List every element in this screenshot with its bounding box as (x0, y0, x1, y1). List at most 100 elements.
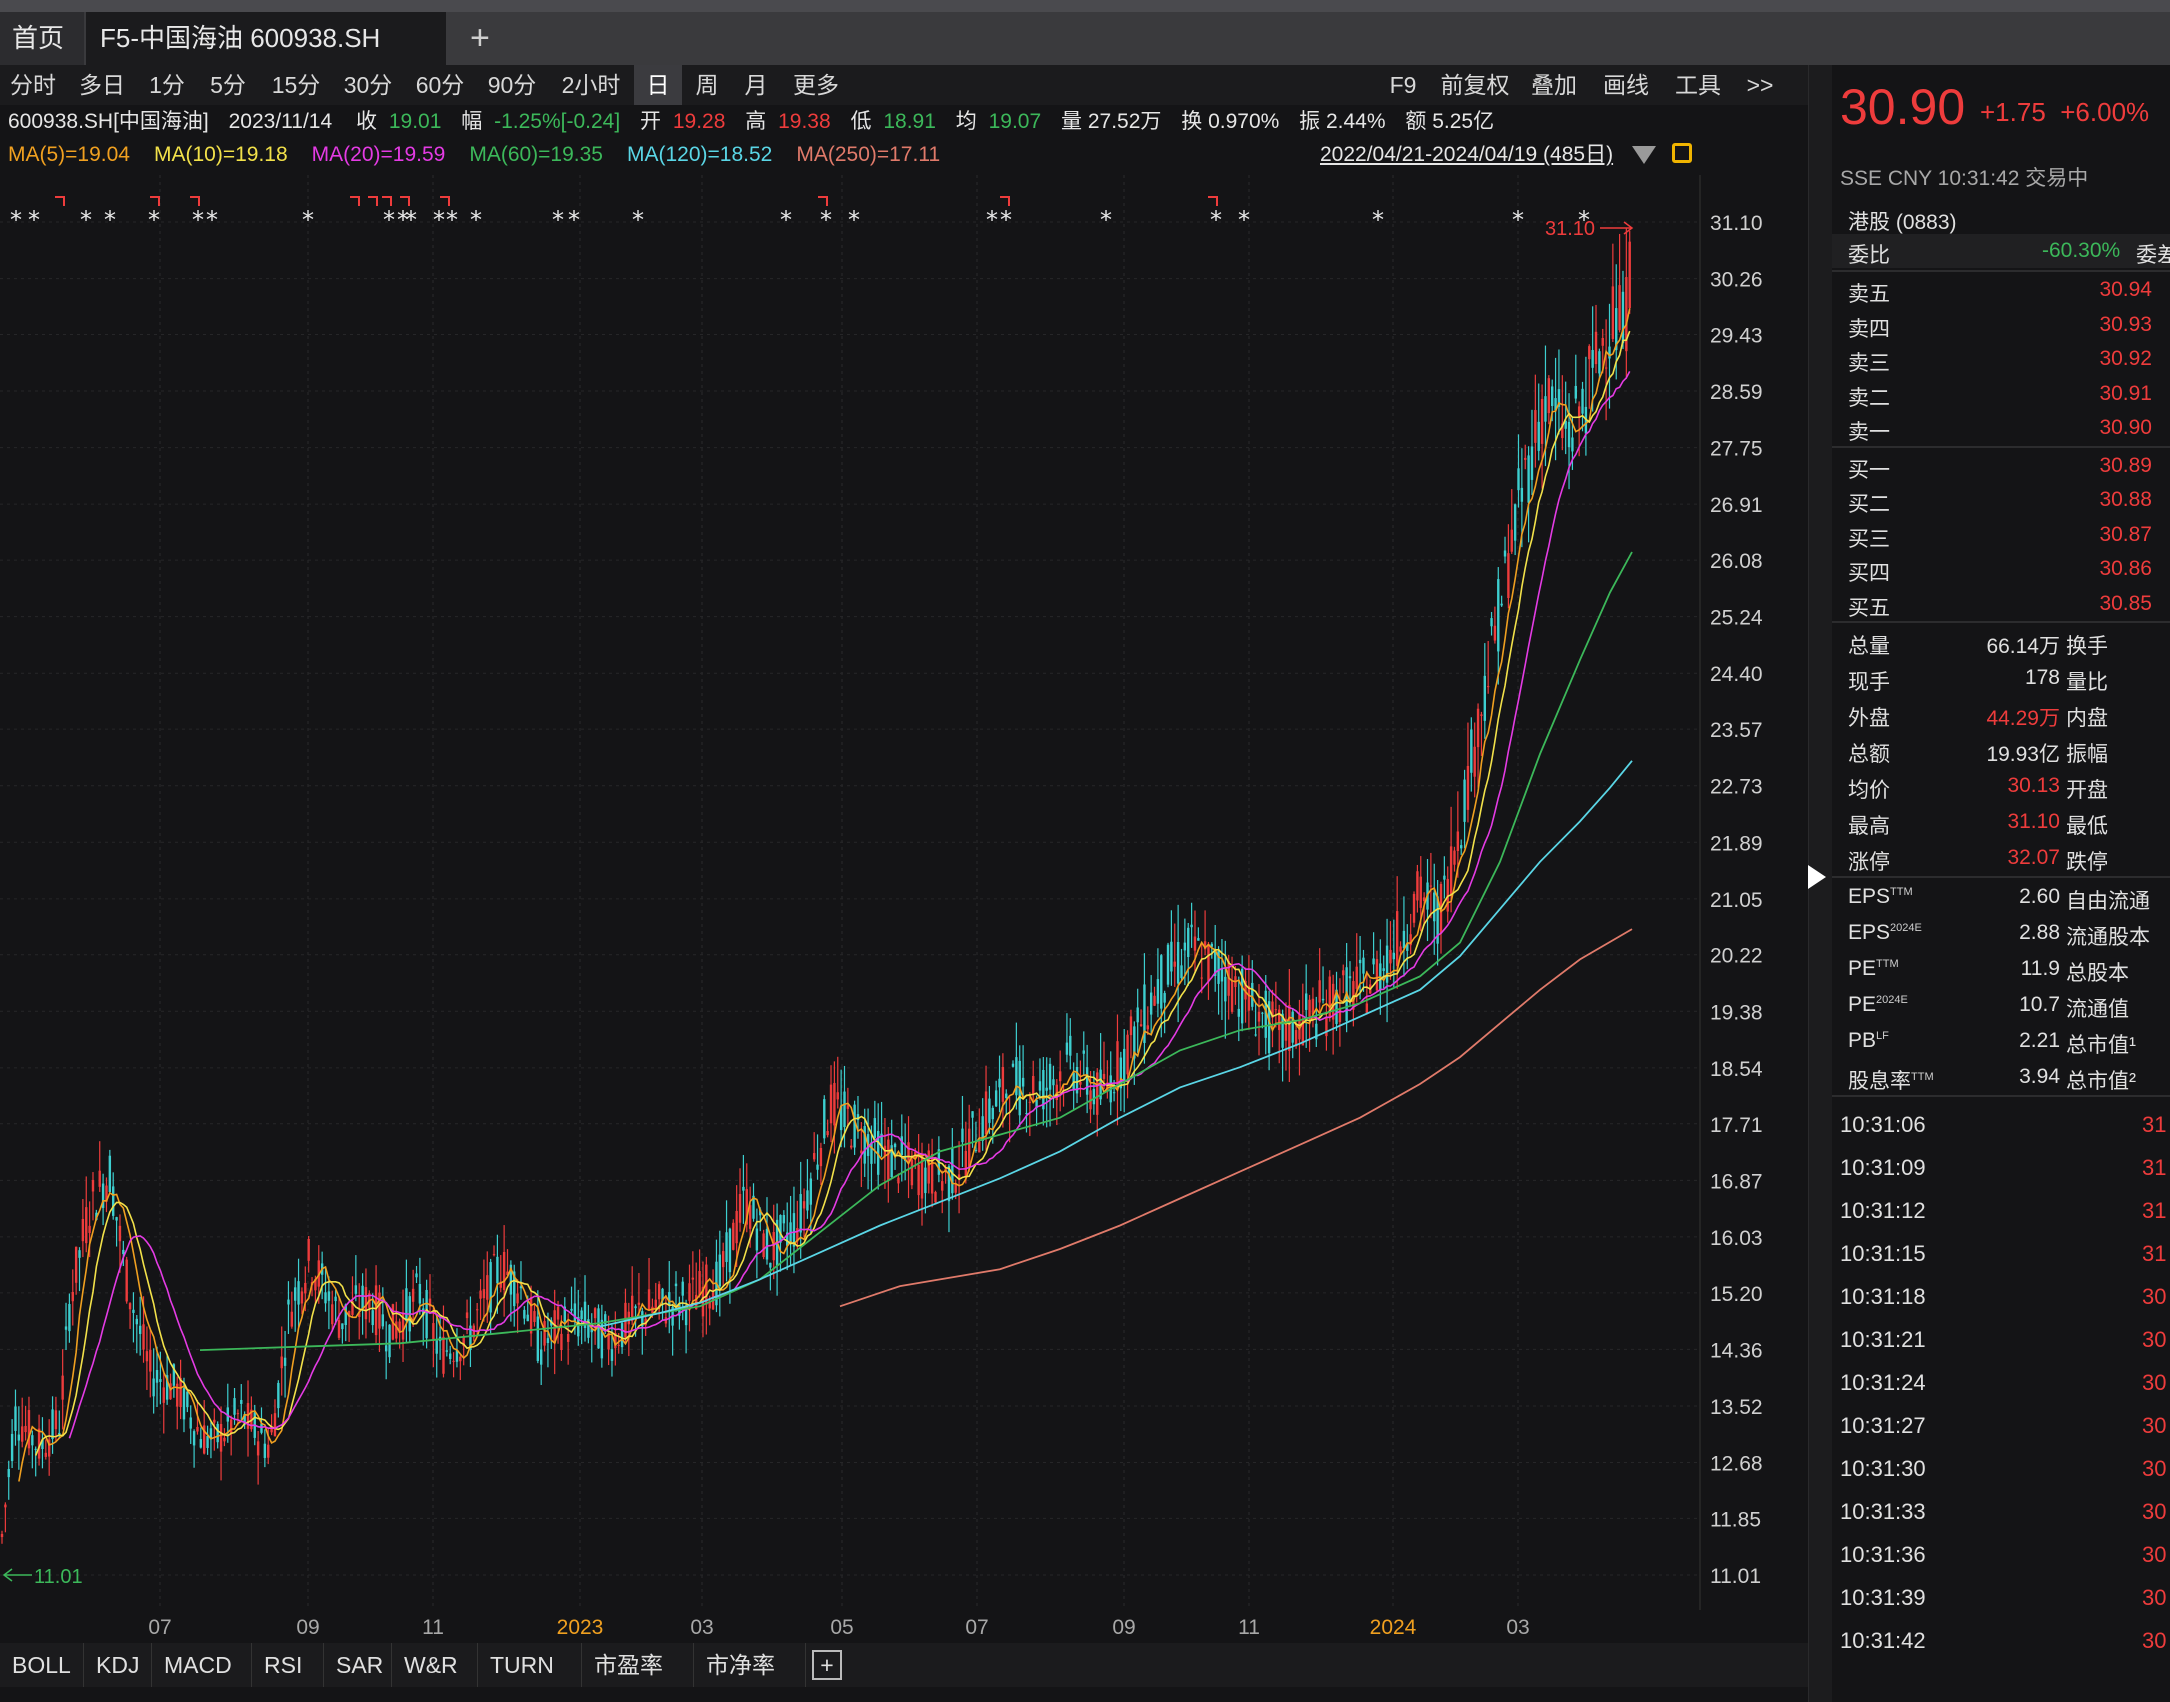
indicator-tab-8[interactable]: 市净率 (694, 1643, 806, 1687)
candle-body (115, 1217, 118, 1221)
candle-body (418, 1284, 422, 1304)
indicator-tab-6[interactable]: TURN (478, 1643, 582, 1687)
period-button-6[interactable]: 60分 (415, 72, 465, 98)
tool-button-5[interactable]: >> (1746, 72, 1774, 98)
candle-body (802, 1201, 806, 1209)
tick-time: 10:31:12 (1840, 1198, 1926, 1223)
period-button-4[interactable]: 15分 (271, 72, 321, 98)
ask-row-label: 卖五 (1848, 283, 1890, 307)
period-button-8[interactable]: 2小时 (561, 72, 621, 98)
candle-body (1052, 1079, 1055, 1086)
high-value: 19.38 (778, 110, 831, 133)
lock-icon[interactable] (1672, 143, 1692, 163)
candle-body (1486, 686, 1490, 688)
candle-body (1025, 1113, 1028, 1115)
period-button-1[interactable]: 多日 (79, 72, 125, 98)
candle-body (179, 1378, 182, 1408)
candle-body (570, 1308, 573, 1311)
candle-body (1224, 976, 1227, 1002)
indicator-tab-3[interactable]: RSI (252, 1643, 324, 1687)
kline-chart[interactable]: 31.10 30.26 29.43 28.59 27.75 26.91 26.08 25.24… (0, 175, 1810, 1610)
add-tab-button[interactable]: + (470, 19, 490, 57)
candle-body (947, 1166, 951, 1202)
candle-body (44, 1452, 48, 1457)
indicator-tab-4[interactable]: SAR (324, 1643, 392, 1687)
indicator-tab-5[interactable]: W&R (392, 1643, 478, 1687)
candle-body (954, 1184, 957, 1193)
candle-body (1301, 1019, 1305, 1046)
candle-body (1342, 970, 1345, 976)
add-indicator-button[interactable]: + (812, 1650, 842, 1680)
period-button-2[interactable]: 1分 (149, 72, 185, 98)
dropdown-triangle-icon[interactable] (1632, 146, 1656, 164)
y-tick-label: 24.40 (1710, 663, 1763, 686)
tick-price: 31 (2142, 1241, 2167, 1266)
candle-body (1176, 942, 1180, 984)
candle-body (1294, 1030, 1298, 1047)
bid-row-label: 买三 (1848, 527, 1890, 551)
candle-body (64, 1326, 68, 1330)
period-button-10[interactable]: 周 (695, 72, 719, 98)
candle-body (839, 1105, 843, 1131)
candle-body (1032, 1076, 1035, 1095)
tick-row: 10:31:30 30 (1832, 1448, 2170, 1491)
tool-button-1[interactable]: 前复权 (1440, 72, 1510, 98)
period-button-5[interactable]: 30分 (343, 72, 393, 98)
stat-row-label: 现手 (1848, 671, 1890, 694)
candle-body (873, 1118, 877, 1138)
candle-body (890, 1145, 893, 1178)
candle-body (233, 1398, 236, 1415)
period-button-7[interactable]: 90分 (487, 72, 537, 98)
last-price: 30.90 (1840, 79, 1966, 135)
period-toolbar: 分时 多日 1分 5分 15分 30分 60分 90分 2小时日周月更多 F9 前复权 叠加 画线 工具 >… (0, 65, 1810, 105)
close-value: 19.01 (388, 110, 442, 133)
indicator-tab-2[interactable]: MACD (152, 1643, 252, 1687)
tool-button-0[interactable]: F9 (1389, 72, 1417, 98)
tool-button-2[interactable]: 叠加 (1531, 72, 1577, 98)
tab-stock[interactable]: F5-中国海油 600938.SH (86, 12, 446, 65)
candle-body (1126, 1034, 1129, 1075)
period-button-3[interactable]: 5分 (210, 72, 246, 98)
period-button-0[interactable]: 分时 (10, 72, 56, 98)
period-button-9[interactable]: 日 (634, 65, 682, 105)
indicator-tab-0[interactable]: BOLL (0, 1643, 84, 1687)
candle-body (1567, 421, 1571, 448)
candle-body (462, 1336, 465, 1347)
date-range-selector[interactable]: 2022/04/21-2024/04/19 (485日) (1320, 143, 1614, 166)
candle-body (1143, 984, 1146, 1043)
fin-row-sup: LF (1876, 1030, 1889, 1042)
stat-row: 最高 31.10 最低 (1832, 804, 2170, 840)
tab-home[interactable]: 首页 (0, 12, 84, 65)
candle-body (910, 1159, 914, 1186)
signal-flag-icon (818, 196, 828, 206)
period-button-12[interactable]: 更多 (793, 72, 839, 98)
y-tick-label: 13.52 (1710, 1396, 1763, 1419)
signal-star-icon: * (820, 206, 832, 234)
change-pct: +6.00% (2060, 97, 2150, 127)
candle-body (452, 1360, 455, 1362)
candle-body (337, 1320, 341, 1338)
candle-body (816, 1164, 819, 1170)
candle-body (951, 1148, 954, 1194)
candle-body (1490, 618, 1493, 627)
candle-body (583, 1301, 587, 1329)
fin-row-sup: TTM (1911, 1071, 1934, 1083)
candle-body (563, 1306, 566, 1322)
candle-body (1123, 1048, 1126, 1082)
indicator-tab-7[interactable]: 市盈率 (582, 1643, 694, 1687)
tool-button-3[interactable]: 画线 (1603, 72, 1649, 98)
candle-body (68, 1304, 71, 1332)
y-tick-label: 30.26 (1710, 269, 1763, 292)
low-label: 低 (850, 110, 872, 133)
ma20-line (68, 371, 1631, 1439)
candle-body (226, 1407, 229, 1422)
candle-body (877, 1131, 880, 1175)
tick-row: 10:31:33 30 (1832, 1491, 2170, 1534)
candle-body (1011, 1063, 1015, 1067)
tool-button-4[interactable]: 工具 (1675, 72, 1721, 98)
collapse-arrow-icon[interactable] (1808, 865, 1826, 889)
candle-body (1601, 338, 1604, 346)
y-tick-label: 21.05 (1710, 889, 1763, 912)
period-button-11[interactable]: 月 (744, 72, 768, 98)
indicator-tab-1[interactable]: KDJ (84, 1643, 152, 1687)
